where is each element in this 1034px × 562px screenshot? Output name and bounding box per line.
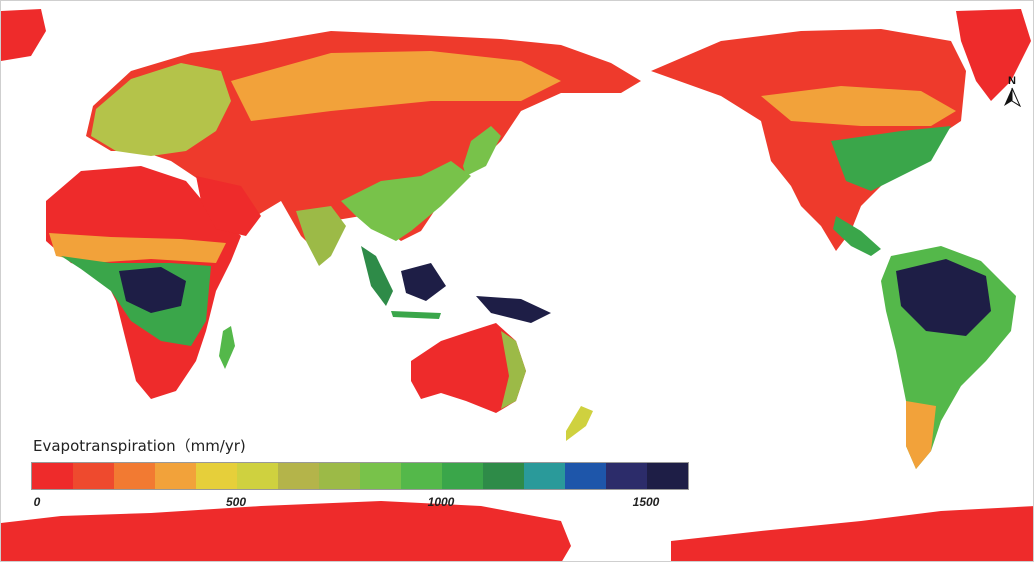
legend-swatch xyxy=(401,463,442,489)
north-arrow: N xyxy=(1001,75,1023,109)
landmass-borneo xyxy=(401,263,446,301)
landmass-japan xyxy=(463,126,501,176)
legend-swatch xyxy=(483,463,524,489)
legend-swatch xyxy=(73,463,114,489)
legend-swatch xyxy=(442,463,483,489)
legend-swatch xyxy=(114,463,155,489)
region-amazon xyxy=(896,259,991,336)
legend-tick-label: 0 xyxy=(33,495,41,509)
region-congo-basin xyxy=(119,267,186,313)
region-east-australia xyxy=(501,331,526,409)
legend-swatch xyxy=(360,463,401,489)
landmass-australia xyxy=(411,323,526,413)
landmass-greenland xyxy=(956,9,1031,101)
landmass-central-america xyxy=(833,216,881,256)
region-northern-eurasia xyxy=(231,51,561,121)
landmass-java xyxy=(391,311,441,319)
legend-swatch xyxy=(647,463,688,489)
landmass-antarctica-east xyxy=(671,506,1033,561)
legend-swatch xyxy=(155,463,196,489)
region-arabia xyxy=(196,176,261,236)
north-arrow-label: N xyxy=(1008,75,1016,87)
landmass-new-zealand xyxy=(566,406,593,441)
legend-swatch xyxy=(606,463,647,489)
legend-tick-label: 1500 xyxy=(632,495,660,509)
region-patagonia xyxy=(906,401,936,469)
landmass-svalbard-west xyxy=(1,9,46,61)
landmass-sumatra xyxy=(361,246,393,306)
region-east-asia xyxy=(341,161,471,241)
landmass-new-guinea xyxy=(476,296,551,323)
region-eastern-us xyxy=(831,126,951,191)
legend-swatch xyxy=(32,463,73,489)
legend-swatch xyxy=(196,463,237,489)
legend-ticks: 0 500 1000 1500 xyxy=(31,495,687,513)
legend-title: Evapotranspiration（mm/yr) xyxy=(33,437,246,455)
region-india xyxy=(296,206,346,266)
legend-tick-label: 500 xyxy=(225,495,247,509)
landmass-north-america xyxy=(651,29,966,251)
legend-swatch xyxy=(237,463,278,489)
north-arrow-icon xyxy=(1004,87,1022,108)
legend-tick-label: 1000 xyxy=(427,495,455,509)
landmass-antarctica-west xyxy=(1,501,571,561)
region-sahel xyxy=(49,233,226,263)
region-europe xyxy=(91,63,231,156)
landmass-madagascar xyxy=(219,326,235,369)
region-canada-forest xyxy=(761,86,956,126)
legend-swatch xyxy=(524,463,565,489)
legend-swatch xyxy=(278,463,319,489)
legend-swatch xyxy=(565,463,606,489)
legend-colorbar xyxy=(31,462,689,490)
legend: Evapotranspiration（mm/yr) 0 500 1000 1500 xyxy=(31,435,691,513)
legend-swatch xyxy=(319,463,360,489)
